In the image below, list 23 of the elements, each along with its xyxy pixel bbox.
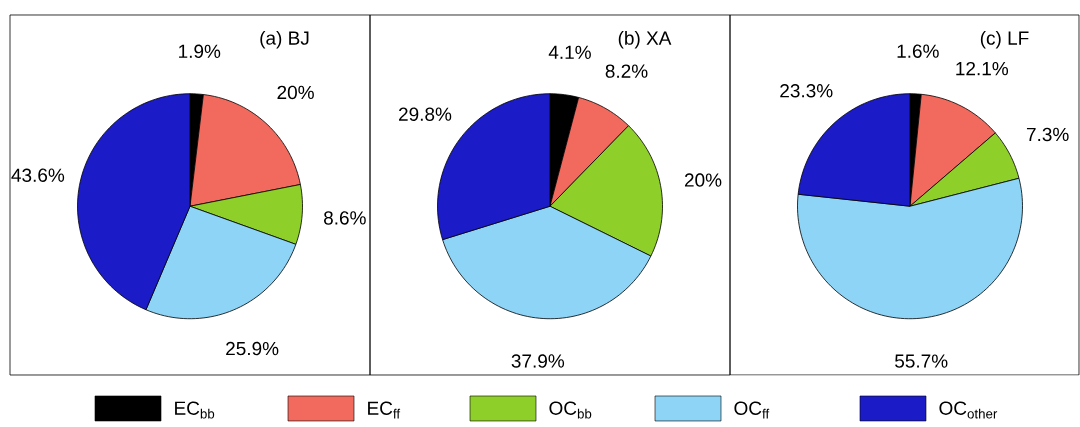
chart-title: (c) LF (980, 30, 1029, 49)
data-label: 37.9% (511, 354, 565, 368)
data-label: 1.6% (897, 44, 939, 58)
legend-label: EC$_{ff}$ (368, 401, 401, 419)
data-label: 8.2% (605, 64, 648, 78)
chart-title: (b) XA (618, 30, 672, 49)
legend-label: OC$_{ff}$ (734, 401, 770, 419)
data-label: 23.3% (780, 84, 833, 98)
data-label: 20% (277, 85, 314, 100)
data-label: 7.3% (1026, 127, 1069, 142)
legend-label: EC$_{bb}$ (175, 401, 215, 419)
data-label: 25.9% (226, 341, 279, 356)
data-label: 55.7% (895, 354, 948, 368)
data-label: 29.8% (399, 107, 452, 121)
data-label: 12.1% (956, 61, 1009, 76)
data-label: 8.6% (324, 211, 366, 225)
chart-title: (a) BJ (260, 30, 309, 49)
data-label: 4.1% (548, 45, 591, 59)
legend-label: OC$_{other}$ (939, 401, 998, 419)
legend-label: OC$_{bb}$ (549, 401, 592, 419)
data-label: 1.9% (179, 44, 221, 58)
data-label: 43.6% (11, 168, 65, 182)
data-label: 20% (684, 173, 722, 187)
